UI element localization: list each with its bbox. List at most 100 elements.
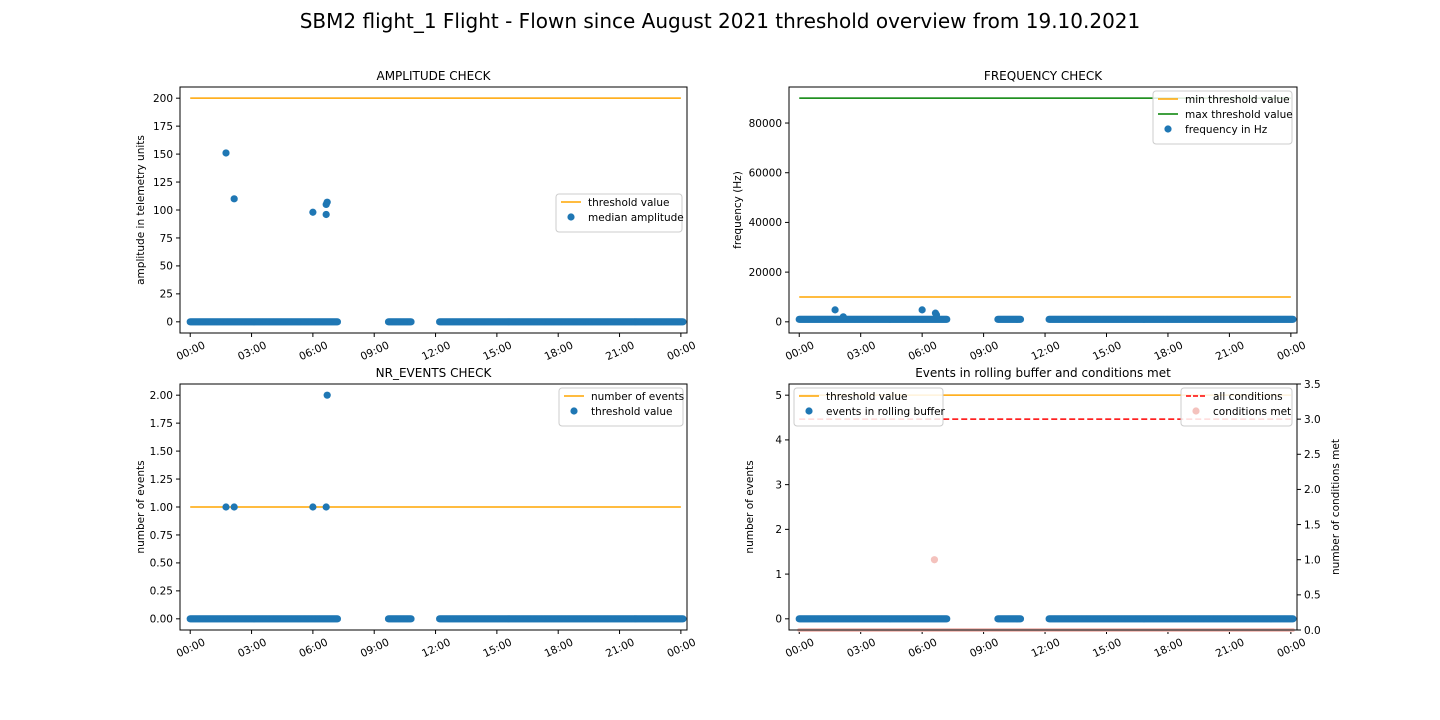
y-tick-label: 3 xyxy=(775,479,782,491)
x-tick-label: 12:00 xyxy=(420,339,453,363)
legend-marker-swatch xyxy=(570,407,578,415)
data-point xyxy=(932,311,941,319)
subplot-amplitude-check: AMPLITUDE CHECK 0 25 50 75 100 125 150 175 200 amp… xyxy=(135,69,698,363)
y-tick-label: 0 xyxy=(166,317,173,329)
data-point xyxy=(333,318,342,326)
x-tick-label: 18:00 xyxy=(1152,339,1185,363)
y-tick-label: 200 xyxy=(153,93,173,105)
legend-label: min threshold value xyxy=(1185,94,1290,106)
y-tick-label: 100 xyxy=(153,205,173,217)
subplot-nr-events-check: NR_EVENTS CHECK 0.00 0.25 0.50 0.75 1.00 1.25 1… xyxy=(135,366,698,660)
y-axis-label: frequency (Hz) xyxy=(732,171,744,249)
data-point xyxy=(831,306,839,314)
data-point xyxy=(322,210,330,219)
x-tick-label: 15:00 xyxy=(1091,636,1124,660)
baseline-series xyxy=(186,318,342,326)
legend: number of events threshold value xyxy=(558,387,684,427)
y-tick-label: 150 xyxy=(153,149,173,161)
legend-label: threshold value xyxy=(826,391,907,403)
data-point xyxy=(407,318,415,326)
axes-frame xyxy=(788,383,1298,631)
baseline-series xyxy=(436,318,687,326)
legend-marker-swatch xyxy=(1192,407,1200,415)
legend-frame xyxy=(555,193,683,233)
subplot-frequency-check: FREQUENCY CHECK 0 20000 40000 60000 80000 freq… xyxy=(732,69,1308,363)
legend-frame xyxy=(793,387,944,427)
y-tick-label: 5 xyxy=(775,390,782,402)
x-tick-label: 18:00 xyxy=(543,636,576,660)
data-point xyxy=(839,313,847,321)
data-point xyxy=(1016,315,1025,323)
data-point xyxy=(943,315,951,323)
y-right-tick-label: 0.0 xyxy=(1304,625,1321,637)
x-tick-label: 21:00 xyxy=(1214,636,1247,660)
x-tick-label: 00:00 xyxy=(784,636,817,660)
legend-label: number of events xyxy=(591,391,684,403)
x-tick-label: 00:00 xyxy=(1275,636,1308,660)
baseline-series xyxy=(795,615,951,623)
y-tick-label: 1.50 xyxy=(150,446,173,458)
axes-frame xyxy=(179,86,688,334)
legend-marker-swatch xyxy=(805,407,813,415)
data-point xyxy=(309,208,317,216)
legend-frame xyxy=(1180,387,1293,427)
legend: threshold value events in rolling buffer xyxy=(793,387,946,427)
x-tick-label: 15:00 xyxy=(481,636,514,660)
legend-label: events in rolling buffer xyxy=(826,406,946,418)
baseline-series xyxy=(994,615,1025,623)
subplot-title: AMPLITUDE CHECK xyxy=(376,69,491,83)
y-right-tick-label: 1.5 xyxy=(1304,519,1321,531)
baseline-series xyxy=(994,315,1025,323)
y-tick-label: 0.75 xyxy=(150,530,173,542)
legend: threshold value median amplitude xyxy=(555,193,684,233)
x-tick-label: 21:00 xyxy=(604,339,637,363)
x-tick-label: 12:00 xyxy=(420,636,453,660)
legend-label: threshold value xyxy=(591,406,672,418)
baseline-series xyxy=(384,318,415,326)
x-tick-label: 06:00 xyxy=(297,339,330,363)
data-point xyxy=(230,503,238,511)
baseline-series xyxy=(186,615,342,623)
x-tick-label: 15:00 xyxy=(481,339,514,363)
data-point xyxy=(1016,615,1025,623)
y-tick-label: 0.25 xyxy=(150,586,173,598)
y-axis-label: amplitude in telemetry units xyxy=(135,135,147,285)
legend-frame xyxy=(558,387,684,427)
y-right-axis-label: number of conditions met xyxy=(1330,439,1342,575)
y-axis-label: number of events xyxy=(135,460,147,553)
y-axis-label: number of events xyxy=(744,460,756,553)
y-tick-label: 1.25 xyxy=(150,474,173,486)
data-point xyxy=(1289,315,1297,323)
y-right-tick-label: 0.5 xyxy=(1304,590,1321,602)
legend-marker-swatch xyxy=(1164,125,1172,133)
figure-title: SBM2 flight_1 Flight - Flown since Augus… xyxy=(299,9,1141,33)
x-tick-label: 06:00 xyxy=(297,636,330,660)
x-tick-label: 00:00 xyxy=(175,339,208,363)
y-right-tick-label: 2.5 xyxy=(1304,449,1321,461)
data-point xyxy=(323,198,331,206)
x-tick-label: 21:00 xyxy=(1214,339,1247,363)
legend: all conditions conditions met xyxy=(1180,387,1293,427)
x-tick-label: 09:00 xyxy=(968,636,1001,660)
conditions-met-point xyxy=(930,556,939,564)
data-point xyxy=(407,615,415,623)
x-tick-label: 18:00 xyxy=(543,339,576,363)
y-tick-label: 0 xyxy=(775,317,782,329)
legend-label: all conditions xyxy=(1213,391,1283,403)
x-tick-label: 00:00 xyxy=(665,636,698,660)
legend-label: frequency in Hz xyxy=(1185,124,1268,136)
y-tick-label: 40000 xyxy=(749,217,782,229)
baseline-series xyxy=(384,615,415,623)
axes-frame xyxy=(788,86,1298,334)
y-tick-label: 1.00 xyxy=(150,502,173,514)
x-tick-label: 12:00 xyxy=(1030,636,1063,660)
x-tick-label: 03:00 xyxy=(845,339,878,363)
baseline-series xyxy=(1045,315,1297,323)
data-point xyxy=(222,149,230,157)
y-tick-label: 1.75 xyxy=(150,418,173,430)
subplot-title: Events in rolling buffer and conditions … xyxy=(915,366,1171,380)
legend-label: threshold value xyxy=(588,197,669,209)
x-tick-label: 06:00 xyxy=(907,339,940,363)
data-point xyxy=(1289,615,1297,623)
